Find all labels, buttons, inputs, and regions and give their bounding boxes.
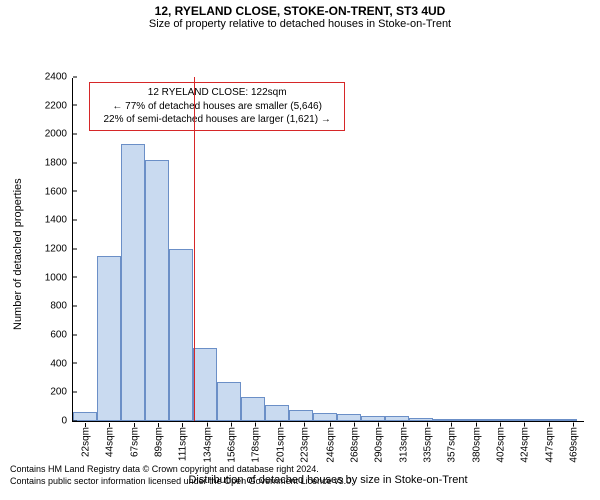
x-tick: 290sqm [371, 427, 384, 463]
histogram-bar [169, 249, 193, 421]
x-tick: 424sqm [517, 427, 530, 463]
footer-line-2: Contains public sector information licen… [10, 476, 354, 488]
x-tick: 357sqm [444, 427, 457, 463]
reference-line [194, 77, 195, 421]
page-subtitle: Size of property relative to detached ho… [0, 18, 600, 30]
y-tick: 1600 [45, 186, 73, 197]
infobox-line-2: ← 77% of detached houses are smaller (5,… [96, 100, 338, 114]
highlight-infobox: 12 RYELAND CLOSE: 122sqm ← 77% of detach… [89, 82, 345, 131]
y-tick: 2000 [45, 129, 73, 140]
histogram-bar [145, 160, 169, 421]
y-tick: 2400 [45, 72, 73, 83]
y-tick: 200 [50, 387, 73, 398]
y-tick: 1000 [45, 272, 73, 283]
x-tick: 89sqm [152, 427, 165, 457]
x-tick: 402sqm [493, 427, 506, 463]
y-tick: 600 [50, 330, 73, 341]
x-tick: 44sqm [103, 427, 116, 457]
histogram-bar [121, 144, 145, 421]
x-tick: 156sqm [225, 427, 238, 463]
histogram-bar [433, 419, 457, 421]
histogram-plot: 12 RYELAND CLOSE: 122sqm ← 77% of detach… [72, 78, 584, 422]
x-tick: 335sqm [420, 427, 433, 463]
x-tick: 201sqm [274, 427, 287, 463]
copyright-footer: Contains HM Land Registry data © Crown c… [10, 464, 354, 487]
x-tick: 22sqm [79, 427, 92, 457]
histogram-bar [505, 419, 529, 421]
x-tick: 134sqm [201, 427, 214, 463]
x-tick: 67sqm [128, 427, 141, 457]
histogram-bar [553, 419, 577, 421]
y-tick: 1200 [45, 244, 73, 255]
x-tick: 313sqm [396, 427, 409, 463]
histogram-bar [217, 382, 241, 421]
footer-line-1: Contains HM Land Registry data © Crown c… [10, 464, 354, 476]
histogram-bar [361, 416, 385, 421]
y-tick: 400 [50, 358, 73, 369]
histogram-bar [529, 419, 553, 421]
histogram-bar [265, 405, 289, 421]
y-tick: 0 [61, 416, 73, 427]
histogram-bar [241, 397, 265, 421]
histogram-bar [409, 418, 433, 421]
histogram-bar [337, 414, 361, 421]
histogram-bar [481, 419, 505, 421]
x-tick: 178sqm [249, 427, 262, 463]
x-tick: 223sqm [298, 427, 311, 463]
x-tick: 447sqm [542, 427, 555, 463]
y-tick: 1800 [45, 158, 73, 169]
histogram-bar [289, 410, 313, 421]
y-tick: 1400 [45, 215, 73, 226]
x-tick: 111sqm [176, 427, 189, 461]
infobox-line-3: 22% of semi-detached houses are larger (… [96, 113, 338, 127]
histogram-bar [313, 413, 337, 421]
y-tick: 2200 [45, 100, 73, 111]
y-axis-label: Number of detached properties [12, 178, 24, 330]
histogram-bar [97, 256, 121, 421]
page-title: 12, RYELAND CLOSE, STOKE-ON-TRENT, ST3 4… [0, 0, 600, 18]
histogram-bar [193, 348, 217, 421]
infobox-line-1: 12 RYELAND CLOSE: 122sqm [96, 86, 338, 100]
x-tick: 469sqm [566, 427, 579, 463]
histogram-bar [457, 419, 481, 421]
x-tick: 380sqm [469, 427, 482, 463]
x-tick: 246sqm [323, 427, 336, 463]
y-tick: 800 [50, 301, 73, 312]
x-tick: 268sqm [347, 427, 360, 463]
histogram-bar [385, 416, 409, 421]
